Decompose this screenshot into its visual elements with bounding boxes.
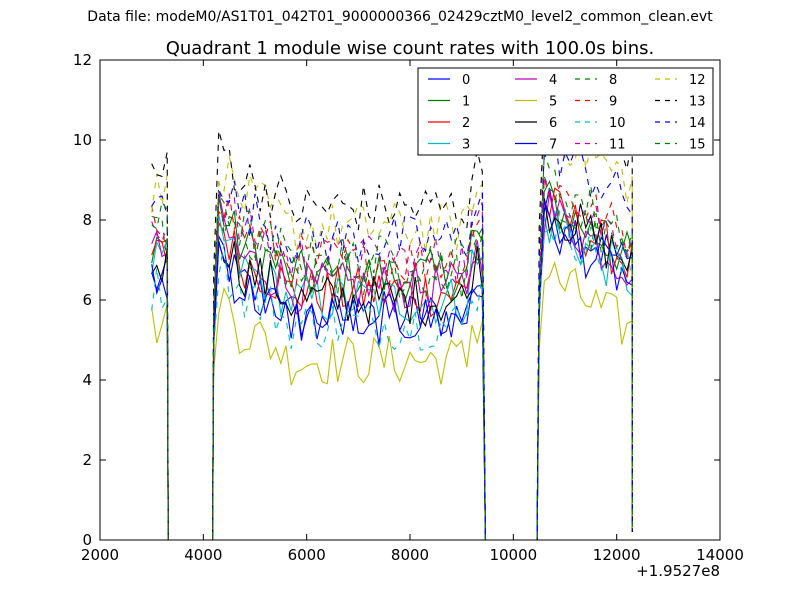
legend-label-11: 11 (609, 138, 626, 153)
legend-label-12: 12 (689, 73, 706, 88)
legend-label-2: 2 (462, 116, 470, 131)
series-line-8 (151, 176, 633, 540)
legend-label-3: 3 (462, 138, 470, 153)
legend-box (417, 67, 714, 156)
y-tick-label: 2 (82, 451, 92, 469)
series-line-10 (151, 207, 633, 540)
y-tick-label: 12 (73, 51, 92, 69)
chart-title: Quadrant 1 module wise count rates with … (166, 38, 655, 59)
x-tick-label: 14000 (696, 546, 744, 564)
legend-label-4: 4 (549, 73, 557, 88)
legend-label-5: 5 (549, 95, 557, 110)
legend-label-1: 1 (462, 95, 470, 110)
y-tick-label: 6 (82, 291, 92, 309)
legend-label-15: 15 (689, 138, 706, 153)
series-line-1 (151, 179, 633, 540)
x-tick-label: 8000 (391, 546, 429, 564)
x-tick-label: 4000 (184, 546, 222, 564)
x-offset-label: +1.9527e8 (636, 562, 720, 580)
legend-label-14: 14 (689, 116, 706, 131)
legend-label-9: 9 (609, 95, 617, 110)
legend-label-7: 7 (549, 138, 557, 153)
series-line-7 (151, 200, 633, 540)
y-tick-label: 8 (82, 211, 92, 229)
legend-label-8: 8 (609, 73, 617, 88)
x-tick-label: 12000 (593, 546, 641, 564)
x-tick-label: 10000 (489, 546, 537, 564)
y-tick-label: 4 (82, 371, 92, 389)
series-line-14 (151, 129, 633, 540)
x-tick-label: 2000 (81, 546, 119, 564)
x-tick-label: 6000 (288, 546, 326, 564)
series-line-12 (151, 119, 633, 540)
y-tick-label: 0 (82, 531, 92, 549)
figure-suptitle: Data file: modeM0/AS1T01_042T01_90000003… (87, 9, 713, 25)
legend-label-6: 6 (549, 116, 557, 131)
legend-label-0: 0 (462, 73, 470, 88)
y-tick-label: 10 (73, 131, 92, 149)
legend-label-13: 13 (689, 95, 706, 110)
series-line-5 (151, 260, 633, 540)
series-line-4 (151, 192, 633, 540)
series-line-15 (151, 152, 633, 540)
legend-label-10: 10 (609, 116, 626, 131)
series-line-9 (151, 177, 633, 540)
